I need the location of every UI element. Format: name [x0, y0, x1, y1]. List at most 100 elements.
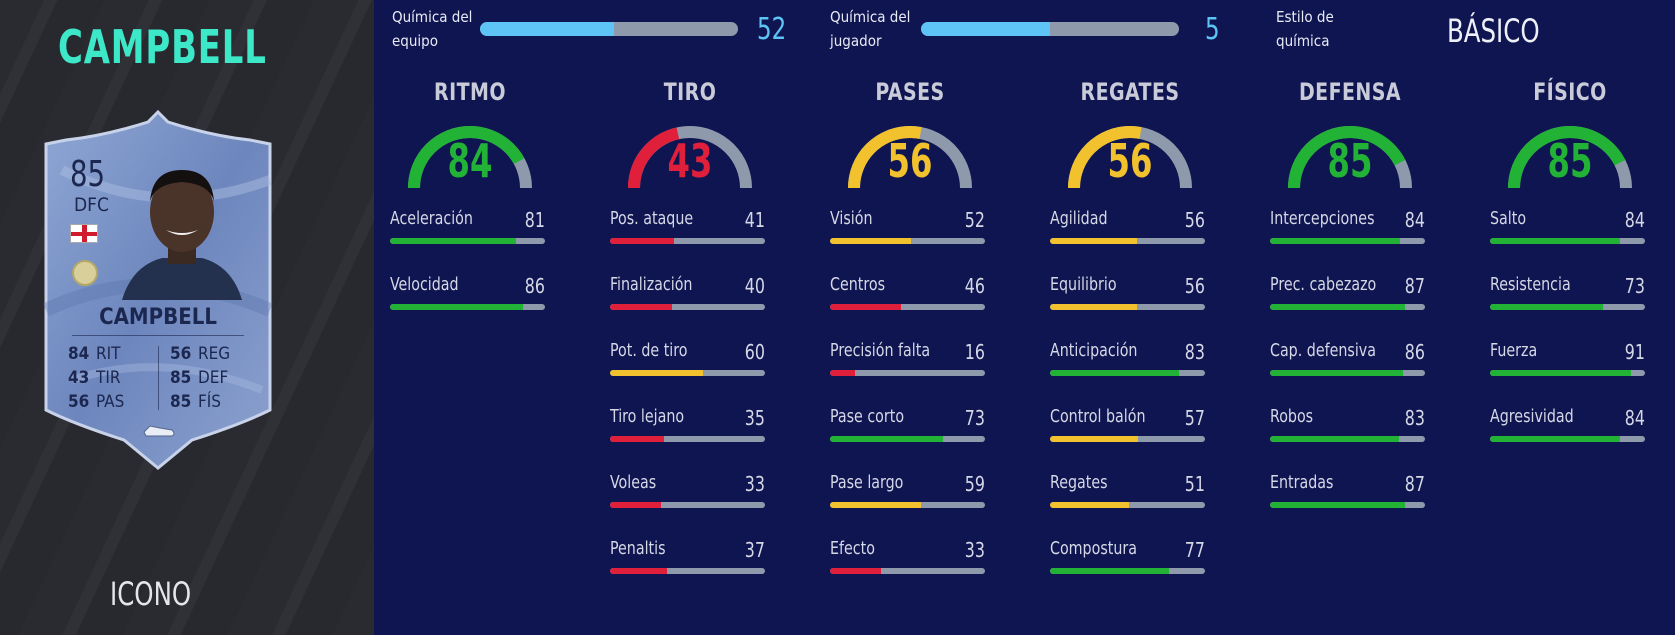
category-3: PASES 56 Visión 52 Centros 46 Precisión falta 1…: [830, 78, 990, 604]
stat-label: Pot. de tiro: [610, 340, 688, 361]
stat-row[interactable]: Fuerza 91: [1490, 340, 1645, 406]
stat-value: 35: [744, 406, 765, 430]
stat-bar-fill: [1490, 304, 1604, 310]
icon-badge-icon: [72, 260, 98, 286]
stat-list: Intercepciones 84 Prec. cabezazo 87 Cap. def…: [1270, 208, 1430, 538]
card-divider: [72, 335, 244, 336]
stat-row[interactable]: Compostura 77: [1050, 538, 1205, 604]
stat-row[interactable]: Efecto 33: [830, 538, 985, 604]
stat-value: 41: [744, 208, 765, 232]
stat-bar-fill: [1490, 436, 1621, 442]
stat-bar-fill: [610, 238, 674, 244]
stat-row[interactable]: Intercepciones 84: [1270, 208, 1425, 274]
stat-bar-fill: [1270, 238, 1401, 244]
stat-label: Resistencia: [1490, 274, 1571, 295]
category-5: DEFENSA 85 Intercepciones 84 Prec. cabezazo 8…: [1270, 78, 1430, 538]
team-chemistry-label: Química del equipo: [392, 8, 473, 50]
stat-value: 77: [1184, 538, 1205, 562]
stat-bar: [1050, 370, 1205, 376]
stat-value: 60: [744, 340, 765, 364]
stat-row[interactable]: Entradas 87: [1270, 472, 1425, 538]
chemistry-style-label: Estilo de química: [1276, 8, 1334, 50]
stat-bar-fill: [1490, 238, 1621, 244]
stat-row[interactable]: Agilidad 56: [1050, 208, 1205, 274]
stat-bar: [830, 238, 985, 244]
stat-label: Centros: [830, 274, 885, 295]
stat-bar-fill: [830, 370, 855, 376]
category-value: 85: [1547, 134, 1593, 188]
stat-row[interactable]: Voleas 33: [610, 472, 765, 538]
stat-label: Regates: [1050, 472, 1108, 493]
stat-row[interactable]: Centros 46: [830, 274, 985, 340]
stat-value: 81: [524, 208, 545, 232]
england-flag-icon: [70, 224, 98, 243]
stat-bar-fill: [1050, 568, 1170, 574]
stat-bar-fill: [1490, 370, 1632, 376]
stat-row[interactable]: Tiro lejano 35: [610, 406, 765, 472]
stat-label: Voleas: [610, 472, 657, 493]
stat-row[interactable]: Precisión falta 16: [830, 340, 985, 406]
stat-row[interactable]: Velocidad 86: [390, 274, 545, 340]
stat-row[interactable]: Pos. ataque 41: [610, 208, 765, 274]
gauge-fill: [408, 126, 532, 189]
card-name: CAMPBELL: [99, 305, 217, 330]
stat-row[interactable]: Salto 84: [1490, 208, 1645, 274]
card-stat: 85 DEF: [170, 368, 229, 388]
category-value: 43: [667, 134, 713, 188]
stat-row[interactable]: Visión 52: [830, 208, 985, 274]
stat-bar: [830, 568, 985, 574]
stat-row[interactable]: Control balón 57: [1050, 406, 1205, 472]
stat-bar: [830, 304, 985, 310]
stat-label: Compostura: [1050, 538, 1137, 559]
stat-bar: [610, 502, 765, 508]
stat-bar: [610, 568, 765, 574]
player-chemistry-bar: [921, 22, 1179, 36]
stat-bar-fill: [610, 370, 703, 376]
stat-label: Tiro lejano: [610, 406, 685, 427]
stat-bar: [1490, 436, 1645, 442]
stat-row[interactable]: Prec. cabezazo 87: [1270, 274, 1425, 340]
stat-row[interactable]: Resistencia 73: [1490, 274, 1645, 340]
card-stat: 56 PAS: [68, 392, 125, 412]
stat-value: 73: [964, 406, 985, 430]
stat-row[interactable]: Cap. defensiva 86: [1270, 340, 1425, 406]
stat-row[interactable]: Penaltis 37: [610, 538, 765, 604]
stat-bar: [1050, 502, 1205, 508]
chemistry-style-value[interactable]: BÁSICO: [1447, 12, 1540, 50]
stat-value: 86: [1404, 340, 1425, 364]
player-card[interactable]: 85 DFC CAMPBELL 84 RIT 43 TIR 56 PAS 56 REG …: [42, 110, 274, 470]
stat-row[interactable]: Equilibrio 56: [1050, 274, 1205, 340]
stat-bar-fill: [1270, 502, 1405, 508]
stat-row[interactable]: Pase largo 59: [830, 472, 985, 538]
category-value: 56: [887, 134, 933, 188]
stat-bar: [390, 304, 545, 310]
stat-label: Precisión falta: [830, 340, 931, 361]
stat-value: 86: [524, 274, 545, 298]
stat-bar: [1490, 304, 1645, 310]
stat-row[interactable]: Aceleración 81: [390, 208, 545, 274]
stat-bar-fill: [610, 304, 672, 310]
player-title: CAMPBELL: [58, 20, 267, 74]
stat-row[interactable]: Finalización 40: [610, 274, 765, 340]
stat-bar-fill: [610, 502, 662, 508]
stat-value: 59: [964, 472, 985, 496]
stat-row[interactable]: Pase corto 73: [830, 406, 985, 472]
category-value: 84: [447, 134, 493, 188]
category-6: FÍSICO 85 Salto 84 Resistencia 73 Fuerza 91 Agre…: [1490, 78, 1650, 472]
stat-label: Visión: [830, 208, 873, 229]
stat-row[interactable]: Robos 83: [1270, 406, 1425, 472]
category-gauge: 56: [830, 112, 990, 198]
team-chemistry-bar: [480, 22, 738, 36]
stat-row[interactable]: Agresividad 84: [1490, 406, 1645, 472]
stat-value: 56: [1184, 274, 1205, 298]
stat-value: 33: [744, 472, 765, 496]
card-stat: 56 REG: [170, 344, 231, 364]
stat-row[interactable]: Regates 51: [1050, 472, 1205, 538]
stat-row[interactable]: Pot. de tiro 60: [610, 340, 765, 406]
stat-bar-fill: [1050, 502, 1130, 508]
stat-label: Pase corto: [830, 406, 905, 427]
stat-bar-fill: [830, 238, 911, 244]
stat-row[interactable]: Anticipación 83: [1050, 340, 1205, 406]
card-stat: 84 RIT: [68, 344, 121, 364]
category-title: REGATES: [1080, 78, 1180, 106]
